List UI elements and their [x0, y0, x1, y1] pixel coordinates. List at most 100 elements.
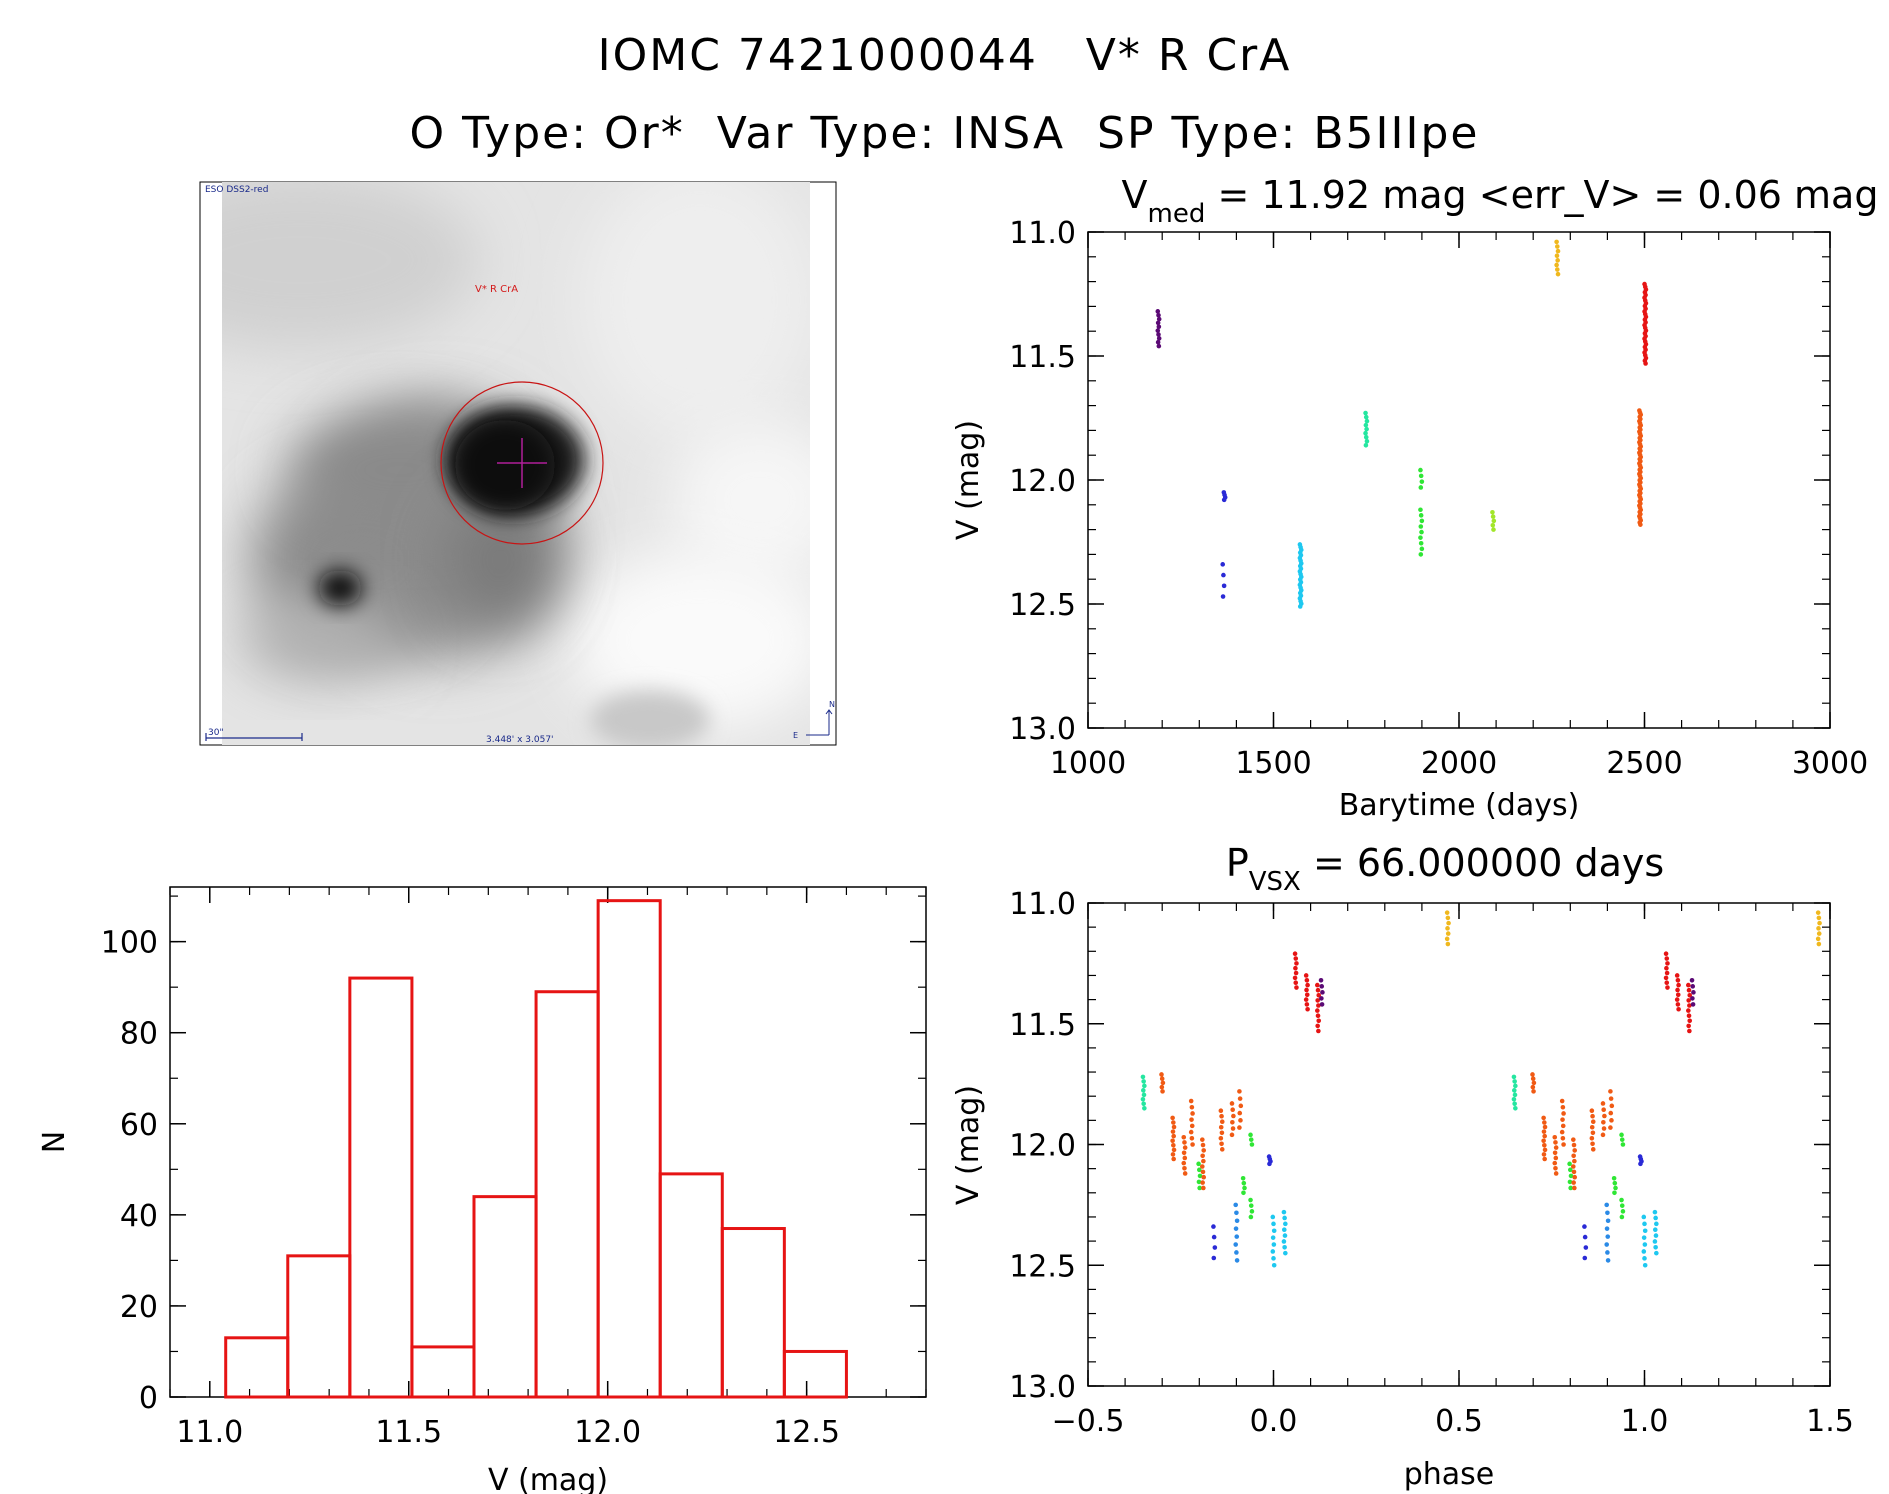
phase-curve-point — [1238, 1118, 1243, 1123]
north-label: N — [829, 700, 835, 709]
light-curve-point — [1418, 507, 1423, 513]
phase-curve-point — [1233, 1242, 1238, 1247]
phase-curve-point — [1511, 1074, 1517, 1080]
histogram-ylabel: N — [37, 1131, 72, 1153]
phase-curve-point — [1664, 965, 1669, 971]
phase-curve-point — [1604, 1242, 1609, 1247]
histogram-xtick-label: 11.0 — [176, 1415, 243, 1450]
phase-curve-xtick-label: −0.5 — [1052, 1404, 1125, 1439]
phase-curve-point — [1560, 1104, 1566, 1110]
phase-curve-point — [1608, 1110, 1614, 1116]
phase-curve-point — [1219, 1141, 1224, 1147]
phase-curve-point — [1305, 982, 1310, 988]
phase-curve-point — [1620, 1209, 1626, 1214]
light-curve-frame — [1087, 231, 1831, 729]
light-curve-point — [1155, 339, 1161, 345]
phase-curve-point — [1219, 1147, 1225, 1152]
phase-curve-xtick-label: 0.0 — [1250, 1404, 1298, 1439]
phase-curve-point — [1583, 1245, 1589, 1250]
phase-curve-point — [1160, 1089, 1165, 1094]
phase-curve-point — [1248, 1137, 1254, 1142]
phase-curve-point — [1188, 1098, 1194, 1104]
phase-curve-point — [1542, 1124, 1548, 1130]
phase-curve-point — [1560, 1123, 1566, 1129]
phase-curve-point — [1512, 1079, 1517, 1084]
phase-curve-point — [1182, 1171, 1188, 1176]
phase-curve-point — [1237, 1089, 1242, 1094]
phase-curve-point — [1675, 992, 1681, 998]
light-curve-point — [1418, 552, 1424, 557]
light-curve-point — [1363, 422, 1369, 428]
phase-curve-point — [1590, 1119, 1596, 1125]
phase-curve-point — [1271, 1256, 1276, 1261]
phase-curve-point — [1686, 998, 1691, 1003]
phase-curve-point — [1234, 1234, 1240, 1239]
light-curve-point — [1363, 414, 1369, 420]
phase-curve-title-main: P — [1226, 841, 1249, 885]
phase-curve-point — [1182, 1140, 1187, 1145]
phase-curve-point — [1316, 1028, 1321, 1034]
phase-curve-point — [1218, 1124, 1224, 1130]
figure-title: IOMC 7421000044 V* R CrA — [597, 30, 1292, 81]
phase-curve-point — [1304, 992, 1310, 998]
phase-curve-point — [1201, 1185, 1206, 1191]
phase-curve-point — [1292, 951, 1298, 957]
light-curve-point — [1221, 497, 1227, 503]
phase-curve-point — [1560, 1135, 1566, 1141]
phase-curve-point — [1229, 1132, 1235, 1138]
phase-curve-point — [1642, 1256, 1647, 1261]
phase-curve-point — [1663, 975, 1669, 981]
survey-label: ESO DSS2-red — [205, 185, 268, 195]
phase-curve-point — [1572, 1148, 1578, 1153]
phase-curve-point — [1664, 956, 1670, 961]
phase-curve-point — [1530, 1076, 1536, 1081]
light-curve-point — [1155, 309, 1161, 314]
phase-curve-point — [1294, 985, 1299, 990]
phase-curve-point — [1189, 1117, 1194, 1122]
phase-curve-point — [1541, 1152, 1547, 1157]
phase-curve-point — [1315, 1023, 1320, 1029]
light-curve-point — [1156, 336, 1162, 341]
phase-curve-point — [1140, 1074, 1146, 1080]
phase-curve-point — [1641, 1235, 1647, 1240]
phase-curve-point — [1590, 1147, 1596, 1152]
phase-curve-frame — [1087, 902, 1831, 1387]
phase-curve-point — [1689, 977, 1695, 983]
phase-curve-point — [1196, 1179, 1202, 1185]
phase-curve-point — [1171, 1147, 1177, 1153]
phase-curve-point — [1181, 1160, 1187, 1166]
phase-curve-point — [1687, 993, 1693, 998]
phase-curve-point — [1320, 990, 1325, 995]
histogram-bar — [410, 1345, 476, 1399]
phase-curve-point — [1230, 1126, 1236, 1131]
phase-curve-point — [1571, 1164, 1576, 1169]
phase-curve-point — [1267, 1161, 1272, 1167]
phase-curve-point — [1233, 1226, 1239, 1231]
phase-curve-point — [1604, 1226, 1610, 1231]
phase-curve-point — [1654, 1250, 1659, 1256]
compass-icon — [806, 709, 833, 736]
light-curve-point — [1297, 604, 1303, 609]
phase-curve-point — [1571, 1153, 1576, 1159]
light-curve-point — [1419, 479, 1425, 484]
light-curve-ytick-label: 11.0 — [1009, 216, 1076, 251]
light-curve-point — [1418, 524, 1424, 529]
phase-curve-point — [1248, 1203, 1254, 1208]
phase-curve-point — [1687, 1003, 1692, 1008]
phase-curve-xtick-label: 1.5 — [1806, 1404, 1854, 1439]
light-curve-point — [1364, 418, 1370, 424]
phase-curve-point — [1315, 1013, 1321, 1018]
phase-curve-point — [1200, 1137, 1205, 1142]
phase-curve-ytick-label: 13.0 — [1009, 1370, 1076, 1405]
phase-curve-point — [1188, 1129, 1194, 1135]
histogram-ytick-label: 20 — [120, 1290, 158, 1325]
phase-curve-point — [1181, 1134, 1187, 1140]
phase-curve-point — [1559, 1098, 1565, 1104]
phase-curve-point — [1512, 1092, 1518, 1098]
phase-curve-point — [1200, 1169, 1206, 1175]
phase-curve-point — [1686, 982, 1691, 988]
phase-curve-point — [1590, 1113, 1595, 1119]
light-curve-point — [1554, 253, 1560, 259]
phase-curve-point — [1641, 1249, 1647, 1254]
phase-curve-point — [1619, 1132, 1624, 1138]
